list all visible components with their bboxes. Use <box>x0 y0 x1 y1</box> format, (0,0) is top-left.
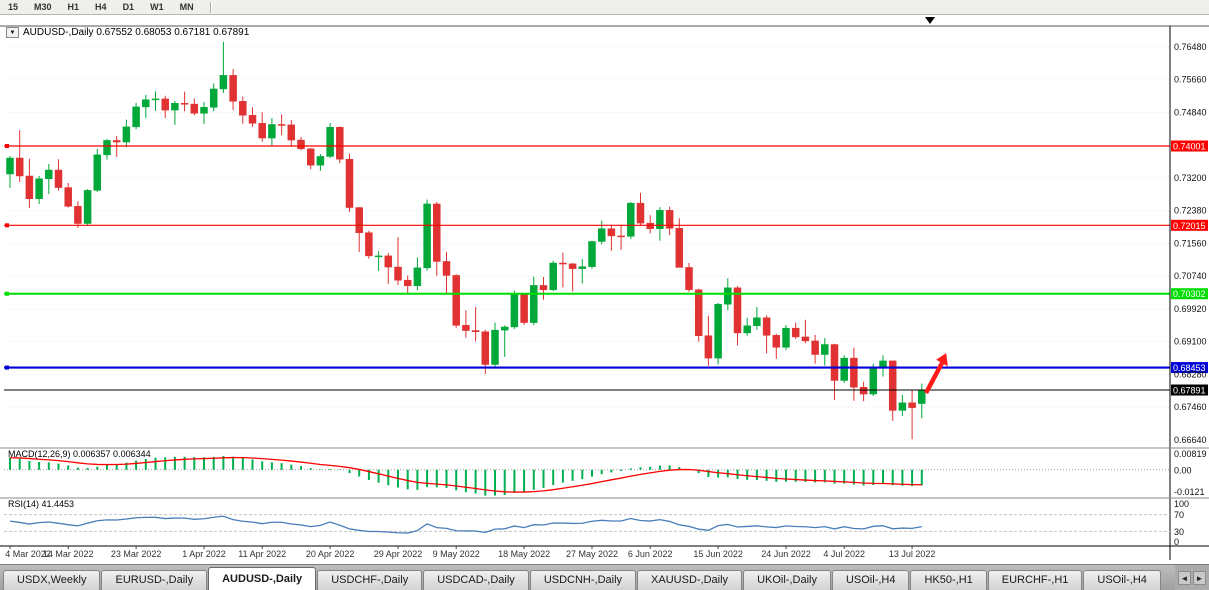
tab-usdcad-daily[interactable]: USDCAD-,Daily <box>423 570 529 590</box>
tab-usdcnh-daily[interactable]: USDCNH-,Daily <box>529 570 637 590</box>
tab-xauusd-daily[interactable]: XAUUSD-,Daily <box>637 570 743 590</box>
svg-text:0.68280: 0.68280 <box>1174 369 1207 379</box>
tab-usdx-weekly[interactable]: USDX,Weekly <box>3 570 101 590</box>
svg-text:9 May 2022: 9 May 2022 <box>433 549 480 559</box>
tab-scroll-right-button[interactable]: ► <box>1193 571 1206 585</box>
tab-usoil-h4[interactable]: USOil-,H4 <box>1083 570 1161 590</box>
svg-text:24 Jun 2022: 24 Jun 2022 <box>761 549 811 559</box>
svg-text:0.74001: 0.74001 <box>1173 142 1206 152</box>
svg-text:29 Apr 2022: 29 Apr 2022 <box>374 549 423 559</box>
timeframe-button-h4[interactable]: H4 <box>95 1 107 12</box>
svg-text:4 Mar 2022: 4 Mar 2022 <box>5 549 51 559</box>
svg-text:0.66640: 0.66640 <box>1174 435 1207 445</box>
svg-text:0.73200: 0.73200 <box>1174 173 1207 183</box>
bid-price-line: 0.67891 <box>4 384 1208 396</box>
chart-title: ▼ AUDUSD-,Daily 0.67552 0.68053 0.67181 … <box>6 27 249 38</box>
tab-hk50-h1[interactable]: HK50-,H1 <box>910 570 987 590</box>
svg-text:0.00: 0.00 <box>1174 465 1192 475</box>
timeframe-button-w1[interactable]: W1 <box>150 1 164 12</box>
svg-text:0.70740: 0.70740 <box>1174 271 1207 281</box>
tab-ukoil-daily[interactable]: UKOil-,Daily <box>743 570 831 590</box>
svg-text:100: 100 <box>1174 499 1189 509</box>
hline-0.72015[interactable]: 0.72015 <box>4 219 1208 231</box>
chart-collapse-icon[interactable]: ▼ <box>6 27 19 38</box>
svg-text:23 Mar 2022: 23 Mar 2022 <box>111 549 162 559</box>
symbol-tab-bar: USDX,Weekly EURUSD-,Daily AUDUSD-,Daily USD… <box>0 564 1209 590</box>
svg-text:11 Apr 2022: 11 Apr 2022 <box>238 549 286 559</box>
svg-text:20 Apr 2022: 20 Apr 2022 <box>306 549 355 559</box>
svg-text:70: 70 <box>1174 510 1184 520</box>
tab-usdchf-daily[interactable]: USDCHF-,Daily <box>317 570 423 590</box>
tab-usoil-h4[interactable]: USOil-,H4 <box>831 570 910 590</box>
price-grid <box>4 46 1170 441</box>
hline-0.70302[interactable]: 0.70302 <box>4 288 1208 300</box>
svg-text:0.68453: 0.68453 <box>1173 363 1206 373</box>
symbol-tabs: USDX,Weekly EURUSD-,Daily AUDUSD-,Daily USD… <box>0 565 1162 590</box>
svg-text:13 Jul 2022: 13 Jul 2022 <box>889 549 936 559</box>
svg-text:0.76480: 0.76480 <box>1174 42 1207 52</box>
hline-0.74001[interactable]: 0.74001 <box>4 140 1208 152</box>
svg-text:0.67460: 0.67460 <box>1174 402 1207 412</box>
svg-text:0.00819: 0.00819 <box>1174 449 1207 459</box>
svg-text:14 Mar 2022: 14 Mar 2022 <box>43 549 94 559</box>
timeframe-toolbar: 15 M30 H1 H4 D1 W1 MN <box>0 0 1209 15</box>
svg-text:27 May 2022: 27 May 2022 <box>566 549 618 559</box>
tab-scroll-controls: ◄ ► <box>1175 565 1209 590</box>
hline-0.68453[interactable]: 0.68453 <box>4 362 1208 374</box>
timeframe-button-m30[interactable]: M30 <box>34 1 52 12</box>
timeframe-button-mn[interactable]: MN <box>179 1 194 12</box>
tab-eurchf-h1[interactable]: EURCHF-,H1 <box>987 570 1083 590</box>
svg-text:18 May 2022: 18 May 2022 <box>498 549 550 559</box>
svg-text:1 Apr 2022: 1 Apr 2022 <box>182 549 226 559</box>
timeframe-button-15[interactable]: 15 <box>8 1 19 12</box>
timeframe-button-d1[interactable]: D1 <box>122 1 135 12</box>
svg-text:0.72380: 0.72380 <box>1174 206 1207 216</box>
timeframe-button-h1[interactable]: H1 <box>67 1 80 12</box>
price-axis: 0.76480 0.75660 0.74840 0.73200 0.72380 0.715… <box>1174 42 1207 445</box>
svg-text:0.69100: 0.69100 <box>1174 337 1207 347</box>
svg-text:0.72015: 0.72015 <box>1173 221 1206 231</box>
svg-text:0.70302: 0.70302 <box>1173 289 1206 299</box>
svg-text:0.74840: 0.74840 <box>1174 107 1207 117</box>
svg-text:0.67891: 0.67891 <box>1173 386 1206 396</box>
candlesticks <box>6 41 926 440</box>
trend-arrow-annotation[interactable] <box>924 353 948 395</box>
svg-text:0.71560: 0.71560 <box>1174 238 1207 248</box>
svg-text:4 Jul 2022: 4 Jul 2022 <box>823 549 865 559</box>
chart-borders <box>0 25 1209 560</box>
svg-text:15 Jun 2022: 15 Jun 2022 <box>693 549 743 559</box>
tab-scroll-left-button[interactable]: ◄ <box>1178 571 1191 585</box>
svg-text:6 Jun 2022: 6 Jun 2022 <box>628 549 673 559</box>
svg-text:30: 30 <box>1174 527 1184 537</box>
macd-label: MACD(12,26,9) 0.006357 0.006344 <box>8 449 151 459</box>
svg-text:0.75660: 0.75660 <box>1174 75 1207 85</box>
chart-title-text: AUDUSD-,Daily 0.67552 0.68053 0.67181 0.… <box>23 27 250 38</box>
tab-audusd-daily[interactable]: AUDUSD-,Daily <box>208 567 317 590</box>
svg-text:0.69920: 0.69920 <box>1174 304 1207 314</box>
svg-text:-0.0121: -0.0121 <box>1174 487 1205 497</box>
macd-panel: 0.00819 0.00 -0.0121 <box>4 449 1207 497</box>
rsi-label: RSI(14) 41.4453 <box>8 499 75 509</box>
svg-text:0: 0 <box>1174 537 1179 547</box>
tab-eurusd-daily[interactable]: EURUSD-,Daily <box>101 570 208 590</box>
chart-shift-marker[interactable] <box>925 17 935 24</box>
toolbar-separator <box>209 1 211 13</box>
